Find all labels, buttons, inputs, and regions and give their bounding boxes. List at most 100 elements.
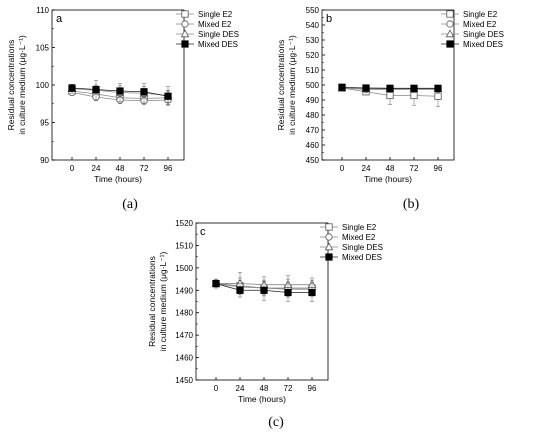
data-point [308,288,316,297]
legend-label: Single E2 [342,223,377,232]
x-tick-label: 48 [386,164,395,173]
data-point [386,84,394,92]
x-tick-label: 24 [362,164,371,173]
panel-letter: c [200,226,206,238]
y-tick-label: 540 [306,21,320,30]
data-point [92,85,100,94]
data-point [410,91,418,100]
y-tick-label: 90 [40,156,49,165]
x-axis-title: Time (hours) [94,174,142,184]
x-tick-label: 96 [434,164,443,173]
x-tick-label: 48 [260,384,269,393]
series-mixed-des [212,279,316,302]
y-tick-label: 470 [306,126,320,135]
y-tick-label: 1450 [175,376,193,385]
y-tick-label: 1460 [175,354,193,363]
y-tick-label: 100 [36,81,50,90]
panel-caption: (b) [403,197,420,212]
legend-marker [446,40,454,48]
y-tick-label: 1480 [175,309,193,318]
x-tick-label: 0 [214,384,219,393]
panel-letter: a [56,13,63,25]
y-tick-label: 550 [306,6,320,15]
data-point [68,84,76,92]
legend-marker [325,223,333,231]
x-tick-label: 0 [70,164,75,173]
data-point [284,288,292,297]
y-tick-label: 105 [36,44,50,53]
y-tick-label: 95 [40,119,49,128]
y-axis-title-line: Residual concentrations [276,40,286,131]
y-axis-title-line: in culture medium (μg·L⁻¹) [158,252,168,352]
legend-marker [181,10,189,18]
y-tick-label: 1470 [175,331,193,340]
x-tick-label: 0 [340,164,345,173]
data-point [236,286,244,294]
legend-label: Mixed E2 [198,20,232,29]
legend-label: Mixed E2 [463,20,497,29]
y-tick-label: 500 [306,81,320,90]
data-point [386,91,394,100]
data-point [410,84,418,92]
plot-frame [195,222,329,381]
legend-label: Single DES [463,30,504,39]
legend-label: Single DES [198,30,239,39]
y-tick-label: 110 [36,6,49,15]
data-point [434,84,442,92]
x-tick-label: 72 [284,384,293,393]
y-axis-title-line: Residual concentrations [6,40,16,131]
y-tick-label: 490 [306,96,320,105]
y-axis-title-line: in culture medium (μg·L⁻¹) [287,35,297,135]
data-point [338,83,346,91]
y-tick-label: 510 [306,66,320,75]
x-tick-label: 72 [410,164,419,173]
panel-letter: b [326,13,332,25]
panel-caption: (c) [268,415,284,430]
legend-marker [445,29,455,38]
legend-marker [446,20,454,28]
x-tick-label: 24 [236,384,245,393]
x-axis-title: Time (hours) [238,394,286,404]
legend-label: Mixed DES [198,40,238,49]
legend-marker [324,242,334,251]
y-tick-label: 520 [306,51,320,60]
x-tick-label: 48 [116,164,125,173]
legend-marker [446,10,454,18]
x-tick-label: 96 [308,384,317,393]
chart-panel-b: 450 460 470 480 490 500 510 520 530 540 550 0 24 48 72… [276,6,504,184]
y-tick-label: 1510 [175,241,193,250]
data-point [116,87,124,95]
legend-label: Single DES [342,243,383,252]
legend-label: Single E2 [198,10,233,19]
legend-marker [181,40,189,48]
chart-panel-c: 1450 1460 1470 1480 1490 1500 1510 1520 0 24 48 72 9… [147,219,383,404]
y-tick-label: 450 [306,156,320,165]
legend-label: Mixed DES [463,40,503,49]
y-axis-title-line: Residual concentrations [147,256,157,347]
x-tick-label: 96 [164,164,173,173]
legend-label: Mixed DES [342,253,382,262]
data-point [140,88,148,96]
y-tick-label: 1490 [175,286,193,295]
x-tick-label: 72 [140,164,149,173]
legend-marker [325,253,333,261]
legend-marker [181,20,189,28]
y-tick-label: 480 [306,111,320,120]
data-point [434,92,442,100]
legend-label: Mixed E2 [342,233,376,242]
data-point [260,286,268,294]
y-tick-label: 1520 [175,219,193,228]
y-tick-label: 1500 [175,264,193,273]
y-tick-label: 530 [306,36,320,45]
y-tick-label: 460 [306,141,320,150]
panel-caption: (a) [122,197,138,212]
x-tick-label: 24 [92,164,101,173]
data-point [164,92,172,100]
series-mixed-des [338,83,442,92]
x-axis-title: Time (hours) [364,174,412,184]
legend-label: Single E2 [463,10,498,19]
